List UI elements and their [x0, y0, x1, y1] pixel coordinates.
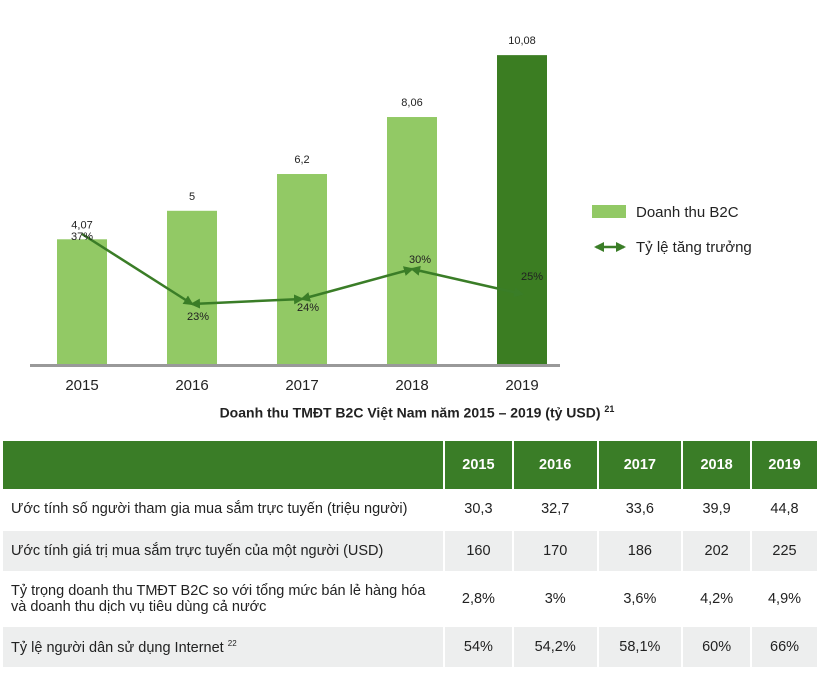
table-cell: 54%: [445, 627, 514, 669]
row-label-note: 22: [227, 638, 237, 648]
legend-bar-label: Doanh thu B2C: [636, 204, 739, 221]
x-tick-label: 2019: [505, 377, 538, 394]
growth-point-label: 30%: [409, 254, 431, 266]
stats-table: 2015 2016 2017 2018 2019 Ước tính số ngư…: [3, 441, 817, 669]
bar-value-label: 10,08: [508, 35, 536, 47]
table-header-row: 2015 2016 2017 2018 2019: [3, 441, 817, 489]
row-label-text: Ước tính giá trị mua sắm trực tuyến của …: [11, 543, 384, 559]
table-cell: 33,6: [598, 489, 684, 531]
table-cell: 60%: [683, 627, 753, 669]
growth-point-label: 25%: [521, 271, 543, 283]
growth-line-segment: [190, 294, 304, 309]
table-cell: 186: [598, 531, 684, 573]
table-header-cell: 2015: [445, 441, 514, 489]
x-axis-baseline: [30, 364, 560, 367]
table-cell: 225: [752, 531, 817, 573]
growth-point-label: 24%: [297, 302, 319, 314]
table-cell: 2,8%: [445, 573, 514, 627]
x-tick-label: 2016: [175, 377, 208, 394]
table-cell: 58,1%: [598, 627, 684, 669]
bar: [57, 239, 107, 364]
table-cell: 54,2%: [513, 627, 599, 669]
row-label: Ước tính giá trị mua sắm trực tuyến của …: [3, 531, 445, 573]
table-header-cell: [3, 441, 445, 489]
row-label: Tỷ trọng doanh thu TMĐT B2C so với tổng …: [3, 573, 445, 627]
bar-value-label: 8,06: [401, 97, 422, 109]
table-cell: 39,9: [683, 489, 753, 531]
row-label: Ước tính số người tham gia mua sắm trực …: [3, 489, 445, 531]
table-cell: 30,3: [445, 489, 514, 531]
table-cell: 66%: [752, 627, 817, 669]
table-cell: 44,8: [752, 489, 817, 531]
table-row: Tỷ lệ người dân sử dụng Internet 22 54% …: [3, 627, 817, 669]
bar: [387, 117, 437, 364]
chart-caption-note: 21: [604, 404, 615, 414]
table-header-cell: 2018: [683, 441, 753, 489]
bar-value-label: 6,2: [294, 154, 309, 166]
growth-point-label: 23%: [187, 311, 209, 323]
table-cell: 32,7: [513, 489, 599, 531]
table-cell: 4,9%: [752, 573, 817, 627]
row-label-text: Ước tính số người tham gia mua sắm trực …: [11, 501, 408, 517]
table-cell: 3,6%: [598, 573, 684, 627]
chart-caption-text: Doanh thu TMĐT B2C Việt Nam năm 2015 – 2…: [219, 404, 601, 421]
row-label: Tỷ lệ người dân sử dụng Internet 22: [3, 627, 445, 669]
revenue-chart: 4,07 2015 5 2016 6,2 2017 8,06 2018 10,08 2019 37%…: [30, 35, 752, 394]
table-cell: 3%: [513, 573, 599, 627]
row-label-text: Tỷ trọng doanh thu TMĐT B2C so với tổng …: [11, 583, 426, 615]
legend-line-label: Tỷ lệ tăng trưởng: [636, 239, 752, 256]
bar: [277, 174, 327, 364]
bar: [167, 210, 217, 364]
table-cell: 4,2%: [683, 573, 753, 627]
growth-line-segment: [300, 266, 414, 302]
table-cell: 170: [513, 531, 599, 573]
table-header-cell: 2017: [598, 441, 684, 489]
x-tick-label: 2018: [395, 377, 428, 394]
x-tick-label: 2015: [65, 377, 98, 394]
table-cell: 202: [683, 531, 753, 573]
bar-value-label: 5: [189, 191, 195, 203]
legend-bar-swatch: [592, 205, 626, 218]
growth-line-segment: [410, 265, 524, 298]
bar-value-label: 4,07: [71, 219, 92, 231]
chart-caption: Doanh thu TMĐT B2C Việt Nam năm 2015 – 2…: [0, 404, 834, 421]
x-tick-label: 2017: [285, 377, 318, 394]
bar: [497, 55, 547, 364]
row-label-text: Tỷ lệ người dân sử dụng Internet: [11, 639, 224, 656]
table-header-cell: 2016: [513, 441, 599, 489]
table-row: Tỷ trọng doanh thu TMĐT B2C so với tổng …: [3, 573, 817, 627]
table-cell: 160: [445, 531, 514, 573]
table-header-cell: 2019: [752, 441, 817, 489]
table-row: Ước tính số người tham gia mua sắm trực …: [3, 489, 817, 531]
table-row: Ước tính giá trị mua sắm trực tuyến của …: [3, 531, 817, 573]
growth-point-label: 37%: [71, 231, 93, 243]
growth-line-segment: [81, 232, 194, 306]
